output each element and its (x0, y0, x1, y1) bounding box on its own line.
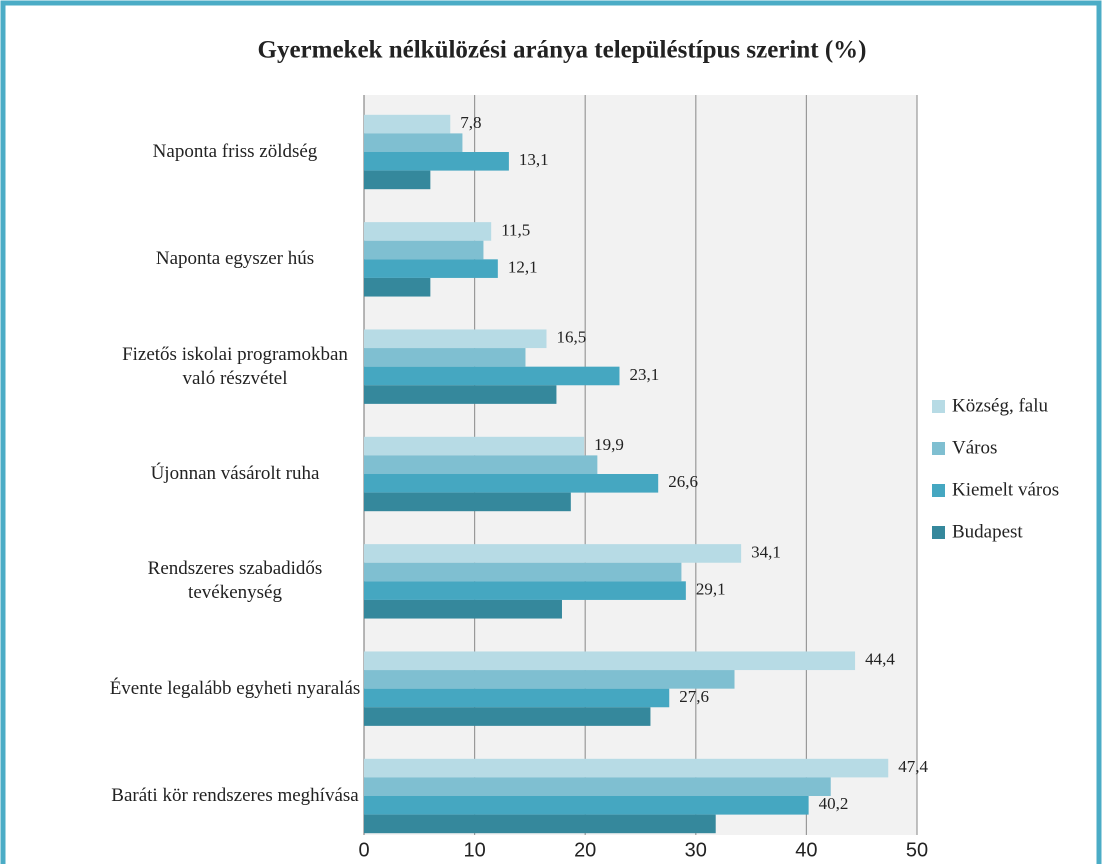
bar (364, 688, 670, 708)
y-tick-label: Baráti kör rendszeres meghívása (111, 785, 359, 806)
y-tick-label: Évente legalább egyheti nyaralás (109, 677, 361, 699)
legend-swatch (932, 526, 945, 539)
y-tick-label: Naponta egyszer hús (155, 248, 315, 270)
legend-swatch (932, 442, 945, 455)
bar (364, 455, 598, 474)
data-label: 40,2 (819, 794, 849, 813)
bar (364, 562, 682, 582)
data-label: 34,1 (751, 542, 781, 561)
legend-label: Budapest (952, 521, 1023, 542)
y-tick-label: Rendszeres szabadidős tevékenység (147, 558, 323, 604)
legend-label: Kiemelt város (952, 479, 1059, 500)
bar (364, 707, 651, 726)
bar (364, 814, 716, 834)
bar (364, 133, 463, 152)
bar (364, 385, 557, 404)
legend-label: Község, falu (952, 395, 1049, 416)
data-label: 47,4 (898, 757, 928, 776)
bar (364, 114, 451, 134)
bar (364, 581, 686, 600)
y-tick-label: Naponta friss zöldség (152, 141, 318, 162)
data-label: 7,8 (460, 113, 481, 132)
bar (364, 777, 831, 796)
data-label: 44,4 (865, 650, 895, 669)
bar (364, 599, 562, 619)
x-tick-label: 30 (685, 839, 707, 861)
x-tick-label: 20 (574, 839, 596, 861)
bar (364, 366, 620, 386)
data-label: 12,1 (508, 258, 538, 277)
x-tick-label: 50 (906, 839, 928, 861)
data-label: 13,1 (519, 150, 549, 169)
bar (364, 670, 735, 689)
bar (364, 436, 585, 456)
data-label: 16,5 (556, 328, 586, 347)
bar (364, 492, 571, 512)
bar (364, 222, 492, 241)
chart-title: Gyermekek nélkülözési aránya településtí… (258, 37, 867, 64)
bar (364, 240, 484, 260)
data-label: 27,6 (679, 687, 709, 706)
data-label: 19,9 (594, 435, 624, 454)
bar (364, 170, 431, 190)
bar (364, 329, 547, 349)
legend-swatch (932, 400, 945, 413)
data-label: 23,1 (629, 365, 659, 384)
data-label: 29,1 (696, 580, 726, 599)
bar (364, 474, 659, 493)
bar (364, 277, 431, 297)
y-tick-label: Fizetős iskolai programokban való részvé… (122, 343, 348, 389)
legend-swatch (932, 484, 945, 497)
y-tick-label: Újonnan vásárolt ruha (150, 463, 320, 484)
x-tick-label: 40 (795, 839, 817, 861)
x-tick-label: 10 (463, 839, 485, 861)
bar (364, 152, 509, 171)
data-label: 11,5 (501, 220, 530, 239)
data-label: 26,6 (668, 472, 698, 491)
bar (364, 758, 889, 778)
legend-label: Város (952, 437, 997, 458)
bar (364, 348, 526, 367)
bar (364, 259, 498, 278)
bar (364, 651, 856, 671)
bar (364, 544, 742, 563)
bar (364, 796, 809, 815)
x-tick-label: 0 (358, 839, 369, 861)
